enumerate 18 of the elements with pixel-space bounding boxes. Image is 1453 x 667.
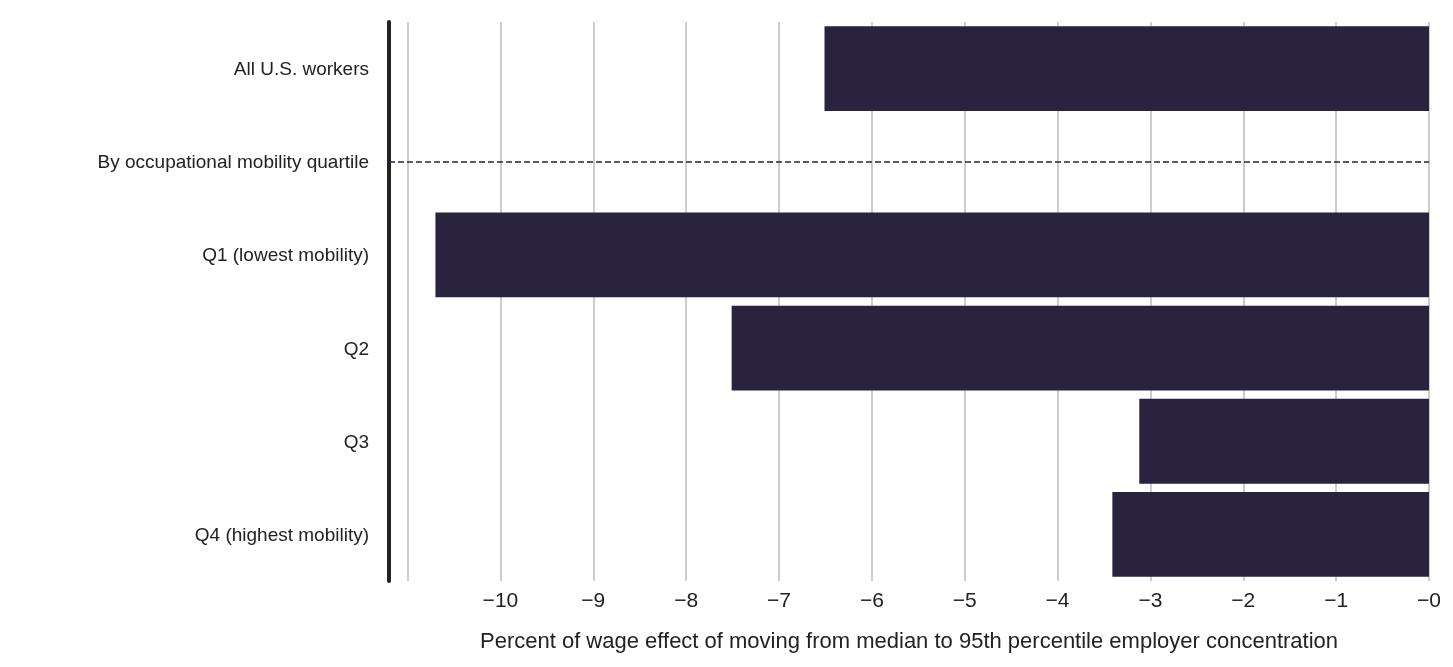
x-tick-label: −1 — [1324, 588, 1349, 611]
x-tick-label: −6 — [859, 588, 884, 611]
x-tick-label: −9 — [581, 588, 606, 611]
x-tick-label: −2 — [1231, 588, 1256, 611]
y-tick-label: Q2 — [343, 337, 369, 359]
y-tick-label: Q1 (lowest mobility) — [202, 244, 369, 266]
y-tick-label: Q3 — [343, 430, 369, 452]
x-tick-label: −0 — [1417, 588, 1441, 611]
x-tick-label: −4 — [1045, 588, 1070, 611]
x-tick-label: −7 — [767, 588, 791, 611]
y-tick-label: By occupational mobility quartile — [97, 151, 369, 173]
x-tick-label: −5 — [952, 588, 977, 611]
x-tick-label: −3 — [1138, 588, 1163, 611]
x-tick-label: −10 — [482, 588, 519, 611]
y-tick-label: Q4 (highest mobility) — [194, 523, 369, 545]
x-tick-label: −8 — [674, 588, 699, 611]
y-tick-label: All U.S. workers — [233, 58, 369, 80]
x-axis-title: Percent of wage effect of moving from median to 95th percentile employer concentration — [479, 627, 1339, 653]
